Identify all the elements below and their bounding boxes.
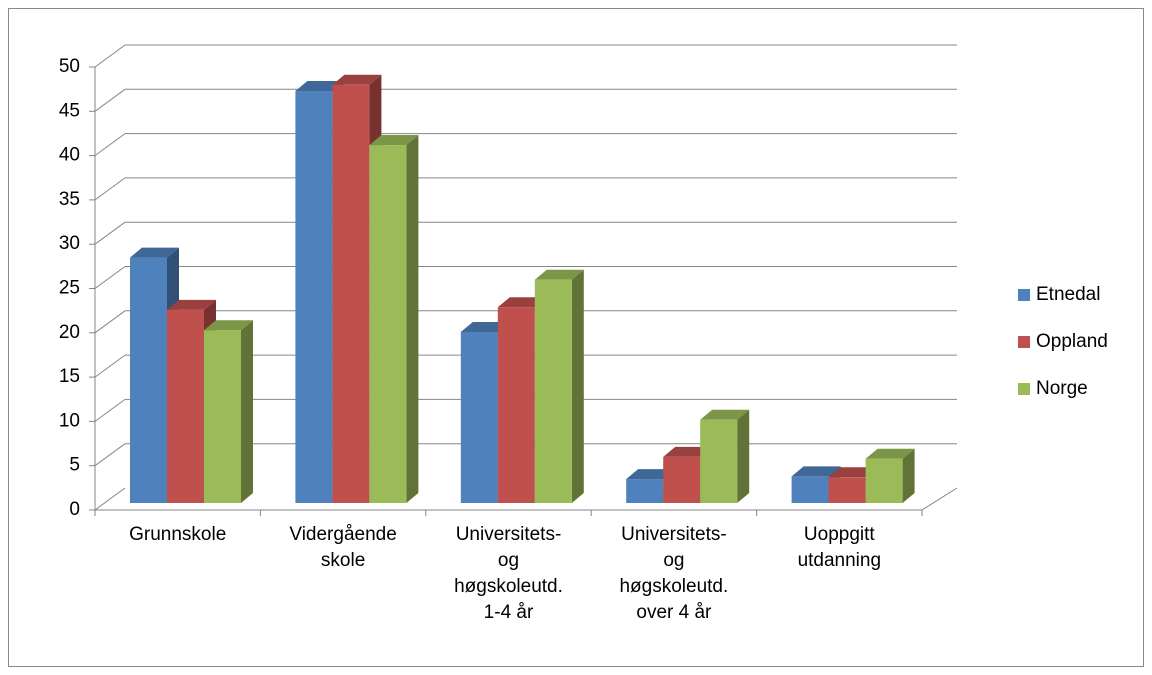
bar xyxy=(204,330,241,503)
y-tick-label: 40 xyxy=(59,145,80,166)
x-tick-label: Universitets- og høgskoleutd. 1-4 år xyxy=(454,524,563,623)
y-tick-label: 50 xyxy=(59,56,80,77)
bar xyxy=(865,458,903,503)
floor-edge xyxy=(921,487,958,511)
grid-line-side xyxy=(94,44,126,68)
bar-top xyxy=(497,297,547,308)
bar-top xyxy=(663,446,713,457)
bar-side xyxy=(571,269,584,503)
x-tick-label: Vidergående skole xyxy=(289,524,397,571)
bar-top xyxy=(700,409,750,420)
bar xyxy=(130,257,167,503)
bar-top xyxy=(295,81,345,92)
y-tick-label: 25 xyxy=(59,278,80,299)
legend-label: Oppland xyxy=(1036,331,1108,352)
x-tick-label: Grunnskole xyxy=(129,524,227,545)
y-tick-label: 45 xyxy=(59,100,80,121)
bar-top xyxy=(369,135,419,146)
bar-top xyxy=(130,247,179,258)
bar-top xyxy=(534,269,584,280)
grid-line-side xyxy=(94,354,126,378)
bar xyxy=(295,91,333,503)
bar-top xyxy=(332,74,382,85)
bar-side xyxy=(737,409,750,503)
legend-swatch xyxy=(1018,289,1030,301)
legend-label: Etnedal xyxy=(1036,284,1100,305)
bar-top xyxy=(828,467,878,478)
grid-line-side xyxy=(94,266,126,289)
legend-swatch xyxy=(1018,383,1030,395)
grid-line-side xyxy=(94,310,126,334)
legend-label: Norge xyxy=(1036,378,1088,399)
y-tick-label: 35 xyxy=(59,189,80,210)
bar-top xyxy=(791,466,841,477)
bar xyxy=(700,419,738,503)
bar-side xyxy=(406,135,419,503)
bar-side xyxy=(902,448,915,503)
bar xyxy=(369,145,407,503)
bar xyxy=(828,477,866,503)
grid-line-side xyxy=(94,133,126,157)
y-tick-label: 15 xyxy=(59,366,80,387)
grid-line-side xyxy=(94,88,126,112)
bar xyxy=(167,309,204,503)
bar xyxy=(534,279,572,503)
grid-line-side xyxy=(94,487,126,511)
bar xyxy=(626,479,664,503)
bar-top xyxy=(460,322,510,333)
y-tick-label: 20 xyxy=(59,322,80,343)
bar-side xyxy=(241,320,253,503)
grid-line-side xyxy=(94,443,126,467)
bar-top xyxy=(865,448,915,459)
x-tick-label: Uoppgitt utdanning xyxy=(797,524,882,571)
bar xyxy=(791,476,829,503)
y-tick-label: 5 xyxy=(69,455,80,476)
y-tick-label: 0 xyxy=(69,499,80,520)
grid-line-side xyxy=(94,398,126,422)
y-tick-label: 30 xyxy=(59,233,80,254)
bar xyxy=(460,332,498,503)
bar xyxy=(497,307,535,503)
bar-top xyxy=(167,299,216,310)
bar-top xyxy=(204,320,253,331)
bar-top xyxy=(626,469,676,480)
bar xyxy=(332,84,370,504)
bar xyxy=(663,456,701,503)
legend-swatch xyxy=(1018,336,1030,348)
grid-line-side xyxy=(94,177,126,201)
y-tick-label: 10 xyxy=(59,410,80,431)
grid-line-side xyxy=(94,221,126,245)
x-tick-label: Universitets- og høgskoleutd. over 4 år xyxy=(619,524,729,623)
